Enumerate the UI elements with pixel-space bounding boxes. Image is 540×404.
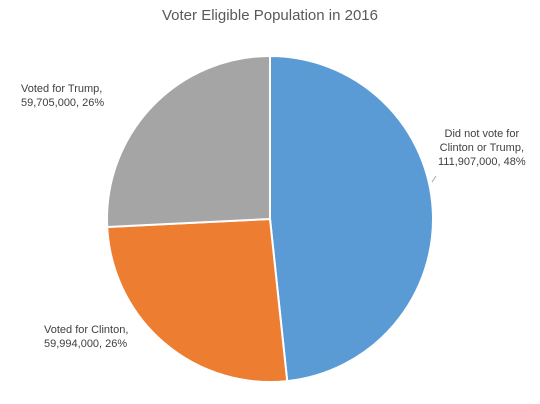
- pie-slice-clinton: [106, 217, 289, 383]
- pie-slice-did-not-vote: [269, 54, 434, 383]
- slice-label-clinton: Voted for Clinton, 59,994,000, 26%: [44, 324, 129, 350]
- slice-label-trump: Voted for Trump, 59,705,000, 26%: [21, 83, 105, 109]
- slice-label-did-not-vote: Did not vote for Clinton or Trump, 111,9…: [438, 128, 526, 168]
- leader-line-did-not-vote: [431, 175, 437, 183]
- pie-slice-trump: [106, 54, 271, 229]
- chart-title: Voter Eligible Population in 2016: [162, 7, 378, 24]
